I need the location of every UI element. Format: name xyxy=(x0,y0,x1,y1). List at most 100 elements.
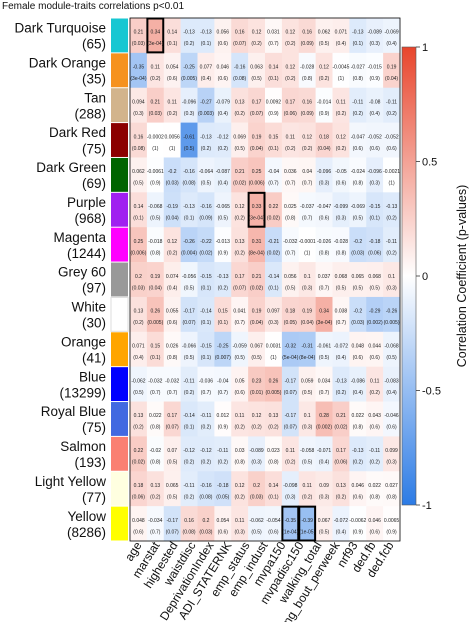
heatmap-cell xyxy=(298,122,316,158)
cell-correlation-label: -0.052 xyxy=(384,134,398,140)
cell-correlation-label: 0.14 xyxy=(269,65,279,71)
heatmap-cell xyxy=(315,506,333,542)
cell-correlation-label: -0.02 xyxy=(150,448,162,454)
cell-correlation-label: 0.0092 xyxy=(266,99,282,105)
heatmap-cell xyxy=(197,18,215,54)
cell-correlation-label: -0.083 xyxy=(384,378,398,384)
cell-pvalue-label: (0.6) xyxy=(353,494,364,500)
heatmap-cell xyxy=(130,436,148,472)
cell-pvalue-label: (3e-04) xyxy=(147,41,163,47)
module-count-label: (193) xyxy=(74,455,106,470)
cell-correlation-label: -0.032 xyxy=(165,378,179,384)
module-name-label: Blue xyxy=(79,369,106,384)
heatmap-cell xyxy=(180,366,198,402)
heatmap-cell xyxy=(349,331,367,367)
heatmap-cell xyxy=(265,296,283,333)
cell-correlation-label: 0.11 xyxy=(370,378,380,384)
module-count-label: (13299) xyxy=(59,385,106,400)
cell-pvalue-label: (0.2) xyxy=(302,146,313,152)
cell-pvalue-label: (0.1) xyxy=(201,320,212,326)
heatmap-cell xyxy=(197,227,215,263)
heatmap-cell xyxy=(231,401,249,437)
module-swatch xyxy=(111,88,128,123)
colorbar-tick-label: 1 xyxy=(422,42,428,54)
cell-correlation-label: -0.21 xyxy=(268,239,280,245)
cell-correlation-label: -0.018 xyxy=(148,239,162,245)
heatmap-cell xyxy=(180,227,198,263)
module-count-label: (69) xyxy=(82,176,106,191)
cell-correlation-label: -0.066 xyxy=(182,343,196,349)
cell-pvalue-label: (0.5) xyxy=(235,355,246,361)
heatmap-cell xyxy=(265,471,283,507)
heatmap-cell xyxy=(315,122,333,158)
heatmap-cell xyxy=(180,262,198,298)
cell-correlation-label: 0.12 xyxy=(167,239,177,245)
cell-pvalue-label: (0.3) xyxy=(336,216,347,222)
cell-pvalue-label: (0.6) xyxy=(167,76,178,82)
heatmap-cell xyxy=(315,87,333,123)
cell-pvalue-label: (0.2) xyxy=(167,111,178,117)
heatmap-cell xyxy=(281,401,300,437)
cell-pvalue-label: (0.04) xyxy=(250,320,263,326)
heatmap-cell xyxy=(197,122,215,158)
heatmap-cell xyxy=(248,122,266,158)
module-name-label: Orange xyxy=(61,334,106,349)
cell-pvalue-label: (0.5) xyxy=(133,390,144,396)
cell-pvalue-label: (0.6) xyxy=(133,529,144,535)
heatmap-cell xyxy=(281,262,300,298)
heatmap-cell xyxy=(180,471,198,507)
module-swatch xyxy=(111,506,128,541)
cell-pvalue-label: (0.8) xyxy=(285,216,296,222)
cell-pvalue-label: (0.03) xyxy=(199,529,212,535)
heatmap-cell xyxy=(146,506,165,542)
cell-correlation-label: -0.099 xyxy=(334,204,348,210)
cell-correlation-label: 0.0031 xyxy=(266,343,282,349)
cell-pvalue-label: (1) xyxy=(389,181,395,187)
heatmap-cell xyxy=(248,506,266,542)
cell-pvalue-label: (0.03) xyxy=(132,41,145,47)
cell-correlation-label: 0.11 xyxy=(336,99,346,105)
heatmap-cell xyxy=(383,436,401,472)
heatmap-cell xyxy=(383,18,401,54)
cell-correlation-label: -0.052 xyxy=(368,134,382,140)
cell-correlation-label: 0.14 xyxy=(269,483,279,489)
cell-pvalue-label: (0.08) xyxy=(183,181,196,187)
cell-pvalue-label: (0.4) xyxy=(133,355,144,361)
heatmap-cell xyxy=(298,227,316,263)
cell-pvalue-label: (0.005) xyxy=(181,76,197,82)
heatmap-cell xyxy=(163,227,181,263)
cell-pvalue-label: (0.2) xyxy=(201,425,212,431)
cell-pvalue-label: (0.07) xyxy=(233,41,246,47)
module-count-label: (968) xyxy=(74,211,106,226)
heatmap-cell xyxy=(248,331,266,367)
module-swatch xyxy=(111,262,128,297)
cell-pvalue-label: (0.08) xyxy=(233,76,246,82)
cell-correlation-label: -0.028 xyxy=(300,65,314,71)
heatmap-cell xyxy=(366,331,384,367)
cell-correlation-label: 0.19 xyxy=(252,134,262,140)
cell-pvalue-label: (0.005) xyxy=(384,320,400,326)
heatmap-cells: 0.21 (0.03) 0.34 (3e-04) 0.14 (0.1) -0.13 (0.2)… xyxy=(130,18,401,542)
heatmap-cell xyxy=(265,401,283,437)
heatmap-frame xyxy=(129,17,401,542)
cell-correlation-label: -0.024 xyxy=(351,169,365,175)
cell-correlation-label: 0.023 xyxy=(267,448,280,454)
cell-correlation-label: 0.1 xyxy=(304,274,311,280)
heatmap-cell xyxy=(231,122,249,158)
cell-correlation-label: 0.068 xyxy=(368,274,381,280)
cell-pvalue-label: (0.3) xyxy=(268,320,279,326)
cell-pvalue-label: (0.2) xyxy=(268,425,279,431)
heatmap-cell xyxy=(298,52,316,89)
cell-correlation-label: -0.12 xyxy=(200,448,212,454)
module-count-label: (75) xyxy=(82,141,106,156)
heatmap-cell xyxy=(197,52,215,89)
cell-pvalue-label: (0.08) xyxy=(183,529,196,535)
heatmap-cell xyxy=(231,227,249,263)
cell-correlation-label: 0.025 xyxy=(284,204,297,210)
cell-pvalue-label: (0.6) xyxy=(353,355,364,361)
cell-pvalue-label: (0.06) xyxy=(284,111,297,117)
cell-correlation-label: 0.17 xyxy=(285,99,295,105)
cell-pvalue-label: (0.2) xyxy=(150,76,161,82)
colorbar-tick-label: -1 xyxy=(422,500,432,512)
cell-correlation-label: -0.11 xyxy=(386,239,397,245)
